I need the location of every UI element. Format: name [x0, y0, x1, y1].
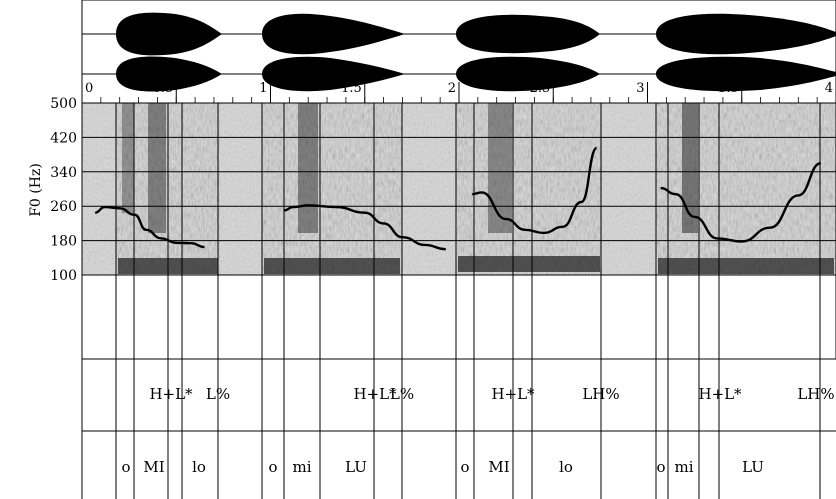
syllable-label: mi: [292, 458, 311, 476]
y-axis-label: F0 (Hz): [28, 163, 44, 217]
spectrogram-panel: [82, 103, 836, 275]
f0-contour: [660, 162, 822, 243]
y-tick-label: 100: [50, 268, 77, 284]
syllable-tier: o MI lo o mi LU o MI lo o mi LU: [121, 458, 763, 476]
segment-boundaries: [115, 103, 821, 499]
tone-label: H+L*: [491, 385, 535, 403]
y-tick-label: 180: [50, 234, 77, 250]
time-tick-label: 2.5: [530, 81, 551, 96]
f0-contour: [472, 146, 598, 235]
f0-contours: [95, 146, 822, 251]
syllable-label: MI: [488, 458, 509, 476]
waveform-top-bursts: [116, 12, 836, 56]
y-tick-label: 260: [50, 199, 77, 215]
tone-label: LH%: [797, 385, 834, 403]
f0-grid: [82, 102, 836, 276]
syllable-label: o: [268, 458, 277, 476]
time-tick-label: 3.5: [718, 81, 739, 96]
waveform-bottom-bursts: [116, 56, 836, 92]
tone-label: L%: [390, 385, 414, 403]
tone-label: H+L*: [698, 385, 742, 403]
syllable-label: lo: [192, 458, 206, 476]
tone-label: H+L*: [149, 385, 193, 403]
syllable-label: o: [460, 458, 469, 476]
syllable-label: MI: [143, 458, 164, 476]
time-tick-label: 1: [259, 81, 267, 96]
tone-label: L%: [206, 385, 230, 403]
tone-label: LH%: [582, 385, 619, 403]
time-tick-label: 1.5: [341, 81, 362, 96]
time-tick-label: 4: [825, 81, 833, 96]
time-tick-label: 2: [448, 81, 456, 96]
f0-contour: [95, 205, 205, 249]
lower-area: [82, 275, 836, 499]
syllable-label: LU: [345, 458, 367, 476]
y-tick-label: 340: [50, 165, 77, 181]
syllable-label: o: [656, 458, 665, 476]
time-tick-label: 0: [85, 81, 93, 96]
time-tick-label: 0.5: [153, 81, 174, 96]
time-tick-label: 3: [636, 81, 644, 96]
y-tick-label: 420: [50, 130, 77, 146]
time-axis: 0 0.5 1 1.5 2 2.5 3 3.5 4: [81, 81, 836, 103]
f0-axis: 500 420 340 260 180 100: [50, 96, 77, 284]
syllable-label: o: [121, 458, 130, 476]
tone-tier: H+L* L% H+L* L% H+L* LH% H+L* LH%: [149, 385, 834, 403]
f0-contour: [283, 204, 446, 251]
waveform-panel: [81, 0, 836, 104]
syllable-label: LU: [742, 458, 764, 476]
tone-label: H+L*: [353, 385, 397, 403]
syllable-label: mi: [674, 458, 693, 476]
spectrogram-dark-bands: [118, 103, 834, 274]
y-tick-label: 500: [50, 96, 77, 112]
syllable-label: lo: [559, 458, 573, 476]
